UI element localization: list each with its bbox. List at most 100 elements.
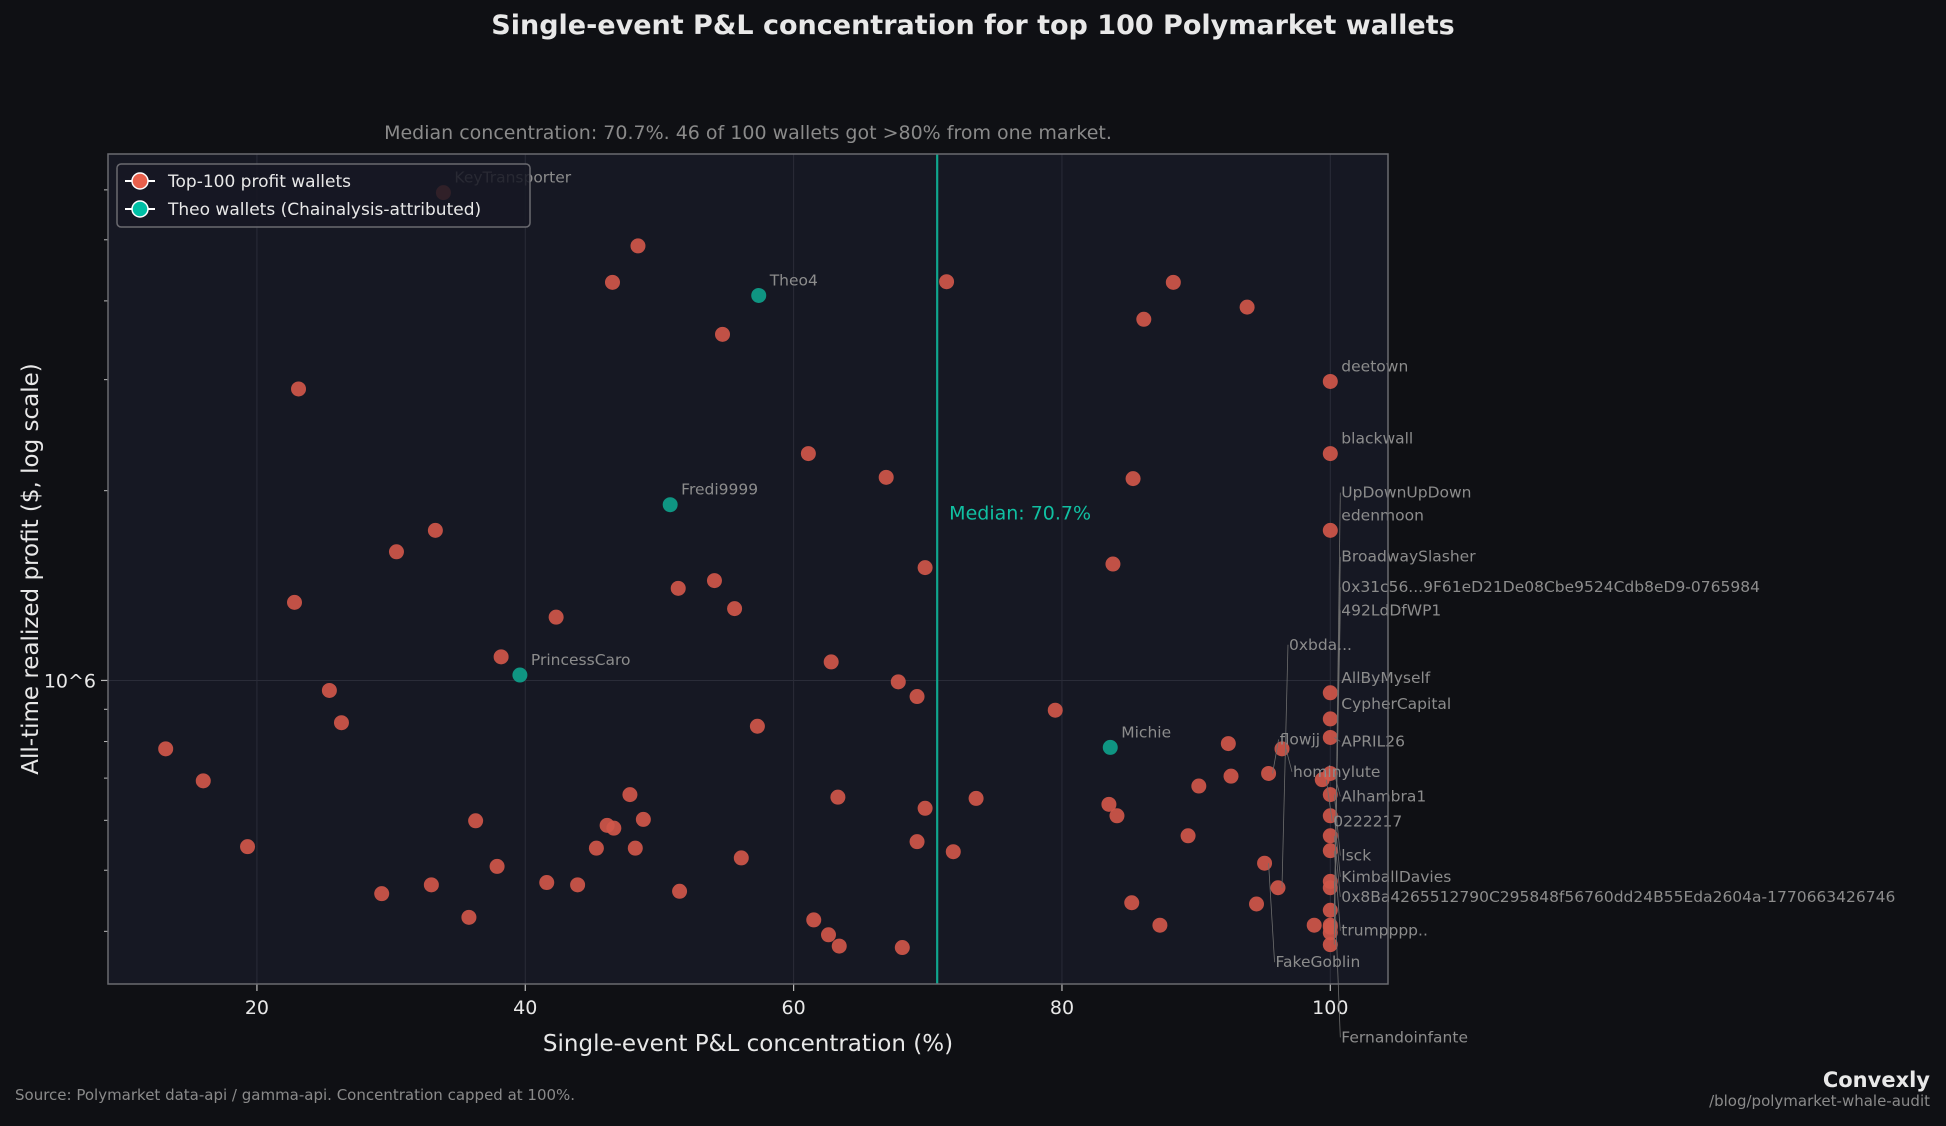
wallet-point (1136, 311, 1152, 327)
wallet-point (1322, 937, 1338, 953)
wallet-point (706, 573, 722, 589)
wallet-point (1101, 796, 1117, 812)
point-label: flowjj (1280, 730, 1321, 748)
brand-name: Convexly (1822, 1068, 1930, 1092)
wallet-point (1314, 772, 1330, 788)
wallet-point (1047, 702, 1063, 718)
wallet-point (1261, 765, 1277, 781)
wallet-point (830, 789, 846, 805)
wallet-point (1105, 556, 1121, 572)
x-tick-label: 100 (1312, 997, 1348, 1019)
wallet-point (627, 840, 643, 856)
wallet-point (894, 940, 910, 956)
x-axis-label: Single-event P&L concentration (%) (543, 1031, 953, 1057)
x-tick-label: 60 (782, 997, 806, 1019)
point-label: BroadwaySlasher (1341, 548, 1476, 566)
wallet-point (939, 274, 955, 290)
point-label: 492LdDfWP1 (1341, 601, 1441, 619)
legend: Top-100 profit wallets Theo wallets (Cha… (116, 163, 531, 228)
label-leader-line (1268, 863, 1275, 963)
wallet-point (917, 800, 933, 816)
wallet-point (1322, 729, 1338, 745)
wallet-point (240, 839, 256, 855)
legend-box (116, 163, 531, 228)
chart-title: Single-event P&L concentration for top 1… (491, 10, 1455, 41)
wallet-point (291, 381, 307, 397)
label-leader-line (1333, 794, 1341, 856)
wallet-point (945, 844, 961, 860)
wallet-point (806, 912, 822, 928)
wallet-point (917, 560, 933, 576)
point-label: Alhambra1 (1341, 787, 1426, 805)
point-label: 0x31c56...9F61eD21De08Cbe9524Cdb8eD9-076… (1341, 578, 1760, 596)
wallet-point (890, 674, 906, 690)
point-label: lsck (1341, 847, 1371, 865)
wallet-point (333, 715, 349, 731)
wallet-point (1322, 880, 1338, 896)
point-label: AllByMyself (1341, 669, 1430, 687)
wallet-point (831, 938, 847, 954)
wallet-point (1322, 711, 1338, 727)
legend-marker-theo (131, 200, 149, 218)
wallet-point (606, 820, 622, 836)
legend-marker-top100 (131, 172, 149, 190)
theo-wallet-point (512, 667, 528, 683)
wallet-point (1270, 880, 1286, 896)
x-tick-label: 80 (1050, 997, 1074, 1019)
y-axis-label: All-time realized profit ($, log scale) (18, 363, 44, 774)
chart-subtitle: Median concentration: 70.7%. 46 of 100 w… (384, 122, 1112, 144)
wallet-point (493, 649, 509, 665)
wallet-point (539, 875, 555, 891)
legend-label-top100: Top-100 profit wallets (167, 172, 351, 192)
x-tick-label: 40 (513, 997, 537, 1019)
wallet-point (1322, 685, 1338, 701)
point-label: edenmoon (1341, 506, 1424, 524)
wallet-point (733, 850, 749, 866)
wallet-point (1322, 373, 1338, 389)
wallet-point (968, 790, 984, 806)
wallet-point (604, 274, 620, 290)
wallet-point (1223, 768, 1239, 784)
label-leader-line (1325, 779, 1333, 822)
wallet-point (158, 741, 174, 757)
label-leader-lines (1268, 492, 1341, 1038)
wallet-point (1125, 471, 1141, 487)
wallet-point (1220, 736, 1236, 752)
wallet-point (588, 840, 604, 856)
wallet-point (489, 858, 505, 874)
wallet-point (749, 718, 765, 734)
wallet-point (909, 689, 925, 705)
wallet-point (823, 654, 839, 670)
legend-label-theo: Theo wallets (Chainalysis-attributed) (167, 200, 481, 220)
point-label: APRIL26 (1341, 732, 1405, 750)
wallet-point (715, 326, 731, 342)
label-leader-line (1333, 815, 1341, 877)
wallet-point (374, 886, 390, 902)
wallet-point (727, 601, 743, 617)
wallet-point (1322, 787, 1338, 803)
point-label: 0xbda... (1289, 636, 1352, 654)
wallet-point (1322, 828, 1338, 844)
wallet-point (909, 834, 925, 850)
wallet-point (821, 927, 837, 943)
label-leader-line (1285, 748, 1293, 772)
plot-frame (107, 153, 1389, 985)
wallet-point (427, 522, 443, 538)
label-leader-line (1272, 739, 1279, 774)
point-label: 0222217 (1333, 813, 1402, 831)
wallet-point (1322, 522, 1338, 538)
wallet-point (570, 877, 586, 893)
point-label: UpDownUpDown (1341, 484, 1471, 502)
brand-url: /blog/polymarket-whale-audit (1709, 1092, 1930, 1110)
wallet-point (548, 609, 564, 625)
wallet-point (195, 773, 211, 789)
wallet-point (630, 238, 646, 254)
x-tick-label: 20 (245, 997, 269, 1019)
label-leader-line (1281, 644, 1289, 888)
wallet-point (1322, 446, 1338, 462)
wallet-point (878, 469, 894, 485)
point-label: Theo4 (769, 271, 818, 289)
wallet-point (622, 787, 638, 803)
point-label: blackwall (1341, 430, 1413, 448)
